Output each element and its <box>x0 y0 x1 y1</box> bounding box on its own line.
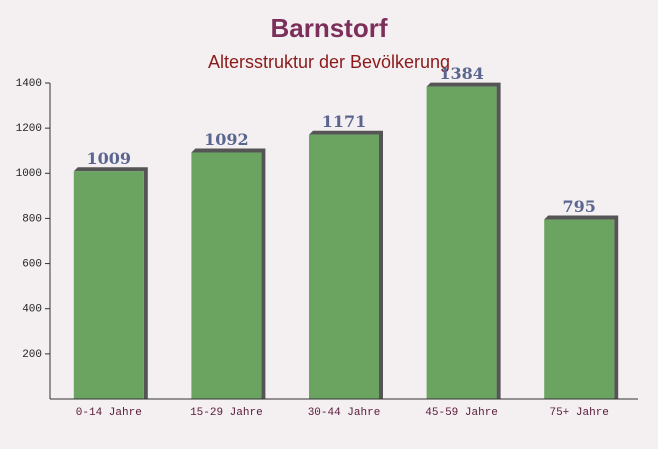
x-tick-label: 45-59 Jahre <box>425 407 498 419</box>
value-label: 795 <box>562 197 595 216</box>
bar <box>191 152 262 399</box>
value-label: 1092 <box>204 130 249 149</box>
y-tick-label: 1200 <box>16 123 42 135</box>
x-tick-label: 0-14 Jahre <box>76 407 142 419</box>
x-tick-label: 15-29 Jahre <box>190 407 263 419</box>
x-tick-label: 75+ Jahre <box>549 407 608 419</box>
chart-subtitle: Altersstruktur der Bevölkerung <box>208 52 450 72</box>
bar <box>73 171 144 399</box>
value-label: 1171 <box>322 112 367 131</box>
chart-title: Barnstorf <box>270 13 387 43</box>
value-label: 1009 <box>87 149 132 168</box>
bar <box>426 86 497 400</box>
bar <box>309 134 379 399</box>
y-tick-label: 400 <box>22 304 42 316</box>
y-tick-label: 200 <box>22 349 42 361</box>
y-tick-label: 800 <box>22 213 42 225</box>
x-tick-label: 30-44 Jahre <box>308 407 381 419</box>
y-tick-label: 1400 <box>16 78 42 90</box>
y-tick-label: 600 <box>22 258 42 270</box>
bar <box>544 219 615 399</box>
y-tick-label: 1000 <box>16 168 42 180</box>
value-label: 1384 <box>439 64 484 83</box>
